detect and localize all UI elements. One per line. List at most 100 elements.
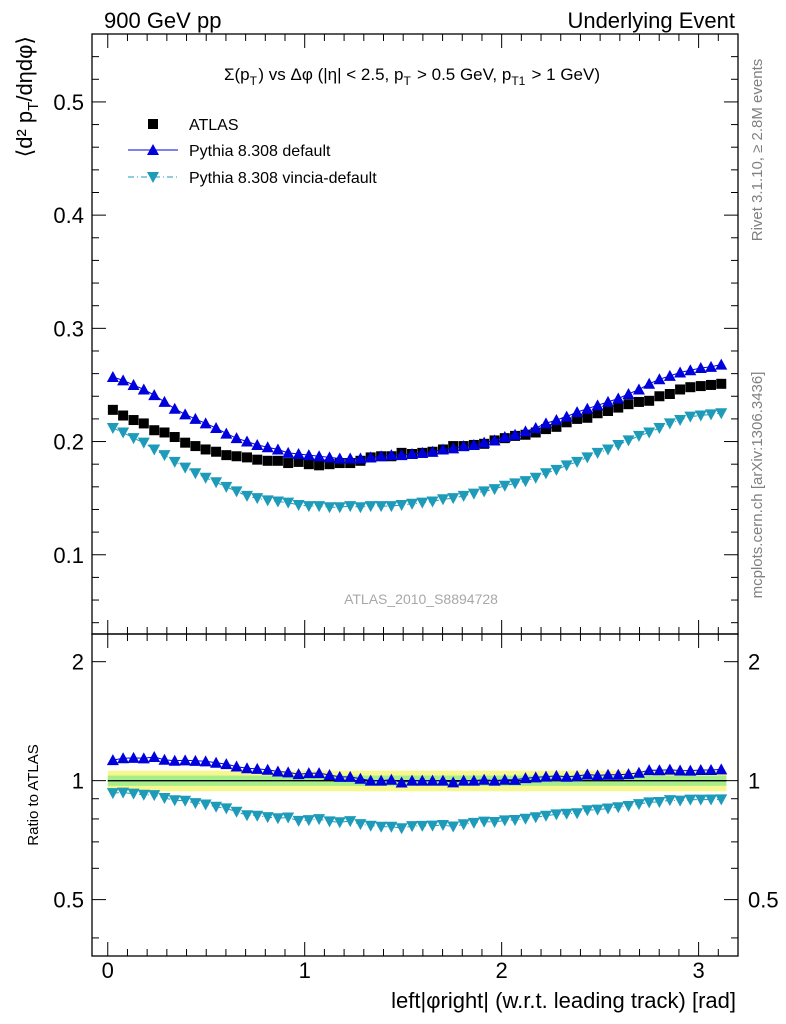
data-point: [643, 427, 656, 439]
data-point: [684, 364, 697, 376]
data-point: [313, 450, 326, 462]
data-point: [231, 451, 242, 462]
ratio-data-point: [653, 764, 666, 776]
data-point: [716, 378, 727, 389]
ratio-data-point: [241, 762, 254, 774]
ratio-data-point: [436, 820, 449, 832]
data-point: [221, 450, 232, 461]
ratio-data-point: [643, 797, 656, 809]
data-point: [653, 373, 666, 385]
data-point: [622, 435, 635, 447]
data-point: [488, 434, 501, 446]
ratio-data-point: [127, 788, 140, 800]
ratio-y-tick-label: 2: [72, 650, 84, 675]
mcplots-reference-label: mcplots.cern.ch [arXiv:1306.3436]: [749, 372, 766, 599]
data-point: [488, 484, 501, 496]
ratio-frame: [91, 633, 739, 957]
data-point: [148, 389, 161, 401]
ratio-data-point: [375, 774, 388, 786]
ratio-data-point: [416, 820, 429, 832]
ratio-data-point: [509, 814, 522, 826]
data-point: [632, 430, 645, 442]
main-y-tick-label: 0.3: [53, 316, 84, 341]
main-y-axis-label-text: ⟨d² pT/dηdφ⟩: [12, 36, 42, 157]
data-point: [591, 447, 604, 459]
ratio-data-point: [602, 803, 615, 815]
ratio-data-point: [271, 765, 284, 777]
data-point: [314, 460, 325, 471]
ratio-y-axis-label: Ratio to ATLAS: [25, 744, 42, 845]
ratio-data-point: [426, 774, 439, 786]
data-point: [168, 402, 181, 414]
ratio-data-point: [416, 774, 429, 786]
ratio-data-point: [344, 816, 357, 828]
ratio-data-point: [436, 774, 449, 786]
ratio-data-point: [168, 795, 181, 807]
ratio-data-point: [148, 751, 161, 763]
ratio-data-point: [385, 773, 398, 785]
data-point: [478, 486, 491, 498]
ratio-data-point: [447, 776, 460, 788]
x-axis-label: left|φright| (w.r.t. leading track) [rad…: [391, 988, 736, 1013]
ratio-data-point: [663, 795, 676, 807]
ratio-data-point: [333, 817, 346, 829]
ratio-data-point: [127, 751, 140, 763]
data-point: [581, 402, 594, 414]
ratio-data-point: [602, 768, 615, 780]
ratio-data-point: [488, 774, 501, 786]
data-point: [467, 438, 480, 450]
ratio-data-point: [282, 766, 295, 778]
ratio-data-point: [684, 764, 697, 776]
data-point: [158, 395, 171, 407]
data-point: [715, 358, 728, 370]
ratio-data-point: [179, 754, 192, 766]
data-point: [282, 497, 295, 509]
ratio-series-line: [112, 792, 722, 829]
ratio-data-point: [705, 764, 718, 776]
ratio-data-point: [282, 812, 295, 824]
ratio-data-point: [632, 766, 645, 778]
data-point: [364, 451, 377, 463]
ratio-data-point: [622, 768, 635, 780]
ratio-data-point: [354, 819, 367, 831]
data-point: [354, 452, 367, 464]
data-point: [292, 499, 305, 511]
data-point: [715, 408, 728, 420]
data-point: [210, 477, 223, 489]
data-point: [242, 452, 253, 463]
series-pythia-8-308-vincia-default: [106, 408, 728, 514]
ratio-data-point: [106, 754, 119, 766]
ratio-data-point: [385, 821, 398, 833]
ratio-series-layer: [106, 751, 728, 835]
analysis-watermark: ATLAS_2010_S8894728: [344, 591, 498, 607]
data-point: [241, 435, 254, 447]
ratio-data-point: [230, 806, 243, 818]
data-point: [591, 399, 604, 411]
data-point: [603, 405, 614, 416]
ratio-data-point: [478, 816, 491, 828]
ratio-data-point: [210, 756, 223, 768]
data-point: [149, 425, 160, 436]
ratio-data-point: [158, 792, 171, 804]
data-point: [675, 384, 686, 395]
data-point: [272, 455, 283, 466]
ratio-data-point: [189, 798, 202, 810]
ratio-data-point: [261, 812, 274, 824]
x-tick-label: 2: [496, 958, 508, 983]
legend-entry: Pythia 8.308 vincia-default: [128, 170, 377, 187]
ratio-data-point: [251, 762, 264, 774]
data-point: [664, 389, 675, 399]
ratio-data-point: [189, 754, 202, 766]
x-tick-label: 3: [692, 958, 704, 983]
data-point: [190, 441, 201, 452]
data-point: [169, 432, 180, 443]
ratio-data-point: [148, 790, 161, 802]
ratio-data-point: [199, 755, 212, 767]
header-left-label: 900 GeV pp: [104, 8, 221, 33]
ratio-panel: 0 1 2 3 0.5 0.5 1 1 2 2 Ratio to ATLAS left|φrigh…: [25, 633, 779, 1013]
data-point: [519, 425, 532, 437]
ratio-data-point: [612, 768, 625, 780]
data-point: [159, 427, 170, 438]
ratio-data-point: [241, 810, 254, 822]
main-y-tick-label: 0.4: [53, 203, 84, 228]
